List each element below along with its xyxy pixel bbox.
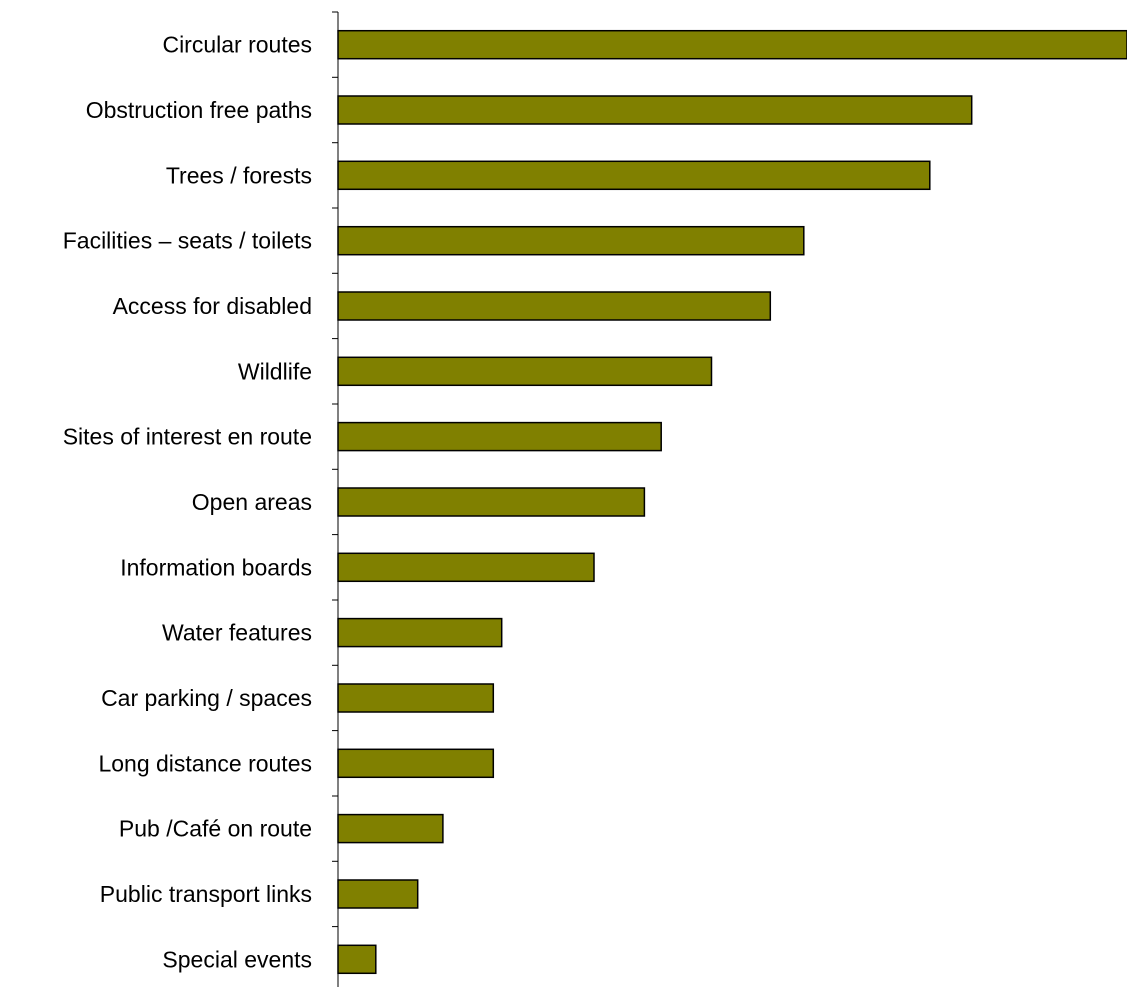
bar-sites-of-interest-en-route — [337, 421, 662, 452]
bar-open-areas — [337, 487, 646, 517]
bar-wildlife — [337, 356, 713, 387]
category-label: Access for disabled — [113, 293, 312, 319]
category-label: Water features — [162, 620, 312, 646]
category-label: Open areas — [192, 489, 312, 515]
bar-pub-caf-on-route — [337, 813, 444, 844]
category-label: Circular routes — [162, 32, 312, 58]
bar-trees-forests — [337, 160, 931, 191]
bar-special-events — [337, 944, 377, 975]
category-label: Wildlife — [238, 358, 312, 384]
bar-information-boards — [337, 552, 595, 583]
bar-long-distance-routes — [337, 748, 495, 779]
category-label: Obstruction free paths — [86, 97, 312, 123]
category-labels-group: Circular routes Obstruction free paths Tre… — [63, 32, 312, 973]
category-axis — [332, 11, 339, 987]
bar-obstruction-free-paths — [337, 95, 973, 125]
category-label: Pub /Café on route — [119, 816, 312, 842]
bar-public-transport-links — [337, 879, 419, 909]
category-label: Public transport links — [100, 881, 312, 907]
bar-circular-routes — [337, 29, 1127, 60]
bar-facilities-seats-toilets — [337, 225, 805, 256]
bar-water-features — [337, 617, 503, 648]
category-label: Facilities – seats / toilets — [63, 228, 312, 254]
category-label: Sites of interest en route — [63, 424, 312, 450]
category-label: Long distance routes — [98, 750, 312, 776]
category-label: Car parking / spaces — [101, 685, 312, 711]
category-label: Information boards — [120, 554, 312, 580]
bar-car-parking-spaces — [337, 683, 495, 713]
bars-group — [337, 29, 1127, 975]
category-label: Trees / forests — [166, 162, 312, 188]
bar-access-for-disabled — [337, 291, 772, 321]
category-label: Special events — [162, 946, 312, 972]
